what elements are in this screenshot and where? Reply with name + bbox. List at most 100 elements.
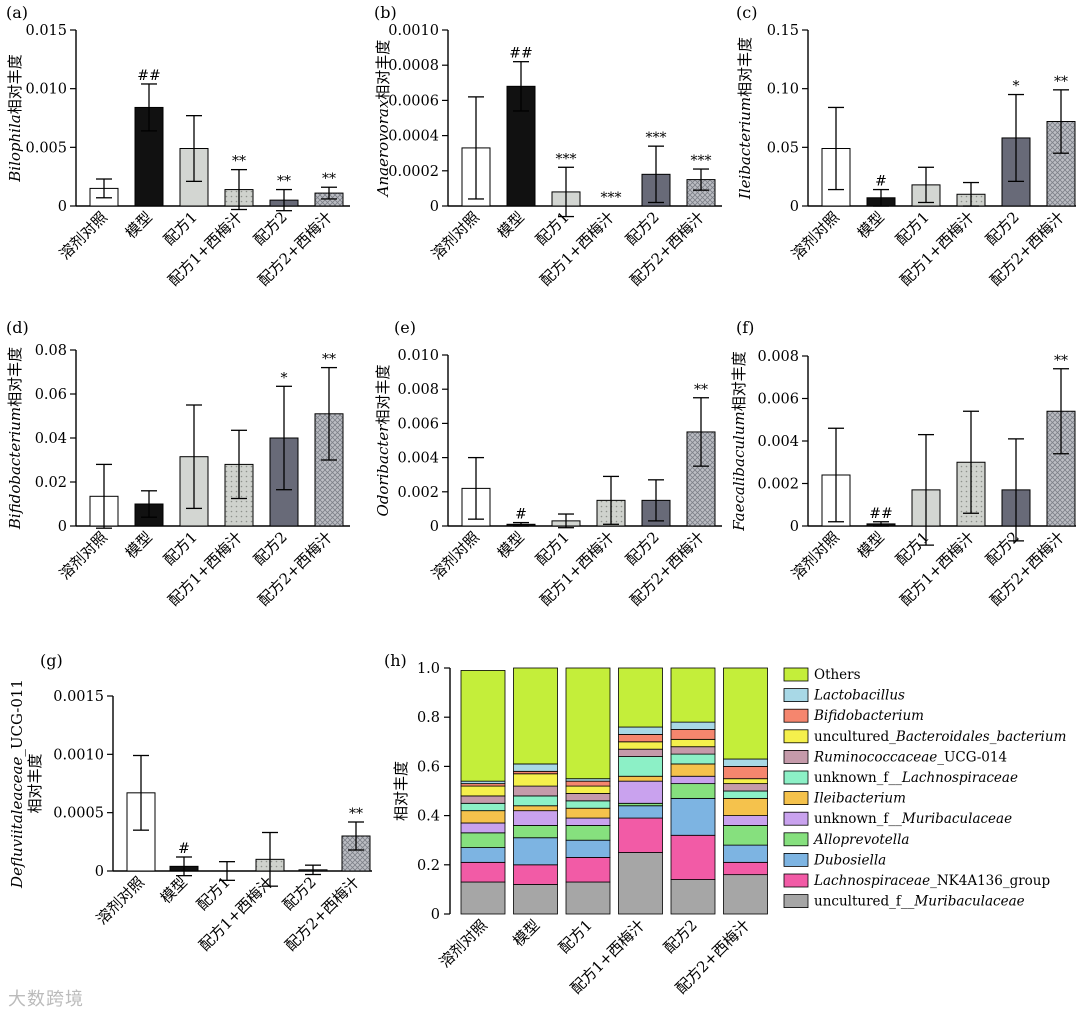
stack-segment-Ruminococcaceae_UCG-014: [618, 748, 663, 757]
y-tick-label: 0.04: [35, 431, 67, 447]
stack-segment-unknown_f__Lachnospiraceae: [513, 795, 558, 807]
stack-segment-Ileibacterium: [460, 810, 506, 824]
stack-segment-Ruminococcaceae_UCG-014: [460, 795, 506, 804]
y-axis-title-rest: 相对丰度: [730, 351, 748, 411]
stack-segment-Lachnospiraceae_NK4A136_group: [513, 864, 558, 885]
x-tick-label: 溶剂对照: [56, 208, 111, 263]
legend-swatch: [783, 791, 809, 805]
y-tick-label: 0.0002: [388, 164, 439, 180]
legend-label-part: Dubosiella: [813, 852, 886, 868]
x-tick-label: 溶剂对照: [436, 916, 491, 971]
x-tick-label: 配方2: [279, 873, 320, 914]
chart-panel-5: (e) 0 0.002 0.004 0.006 0.008 0.010 Odoribacter…: [374, 318, 722, 610]
y-tick-label: 0.0008: [388, 58, 439, 74]
significance-mark: #: [515, 507, 527, 523]
stack-segment-Lachnospiraceae_NK4A136_group: [460, 861, 506, 883]
legend-label-part: Ruminococcaceae: [813, 749, 937, 765]
y-tick-label: 0.002: [757, 477, 799, 493]
panel-label: (h): [384, 651, 407, 670]
x-tick-label: 模型: [157, 873, 191, 907]
stack-segment-Alloprevotella: [565, 825, 611, 841]
y-tick-label: 0: [430, 199, 439, 215]
stack-segment-Ileibacterium: [513, 805, 558, 812]
x-tick-label: 溶剂对照: [788, 208, 843, 263]
x-tick-label: 模型: [854, 528, 888, 562]
y-tick-label: 0.010: [397, 348, 439, 364]
x-tick-label: 模型: [494, 208, 528, 242]
stack-segment-Dubosiella: [670, 797, 716, 836]
stack-segment-unknown_f__Muribaculaceae: [565, 817, 611, 826]
significance-mark: **: [322, 352, 336, 368]
legend-swatch: [783, 729, 809, 744]
significance-mark: ##: [509, 46, 532, 62]
panel-label: (f): [736, 318, 754, 337]
panel-label: (g): [40, 651, 63, 670]
x-tick-label: 配方1: [892, 208, 933, 249]
stack-segment-Ileibacterium: [565, 807, 611, 819]
legend-label-part: Lachnospiraceae: [901, 770, 1018, 786]
y-tick-label: 0.006: [397, 416, 439, 432]
y-tick-label: 0.008: [757, 349, 799, 365]
stack-segment-Alloprevotella: [460, 832, 506, 848]
panel-label: (d): [6, 318, 29, 337]
stack-segment-Bifidobacterium: [723, 766, 768, 780]
legend-swatch: [783, 708, 809, 723]
y-axis-title: Bifidobacterium相对丰度: [6, 347, 24, 530]
x-tick-label: 配方1: [555, 916, 596, 957]
significance-mark: **: [1054, 74, 1068, 90]
significance-mark: *: [1013, 79, 1020, 95]
significance-mark: ##: [137, 68, 160, 84]
stack-segment-unknown_f__Lachnospiraceae: [565, 800, 611, 809]
y-axis-title: 相对丰度: [392, 761, 410, 821]
legend-label-part: Muribaculaceae: [913, 894, 1024, 910]
y-tick-label: 0.006: [757, 392, 799, 408]
stack-segment-unknown_f__Muribaculaceae: [670, 775, 716, 785]
y-axis-title: Ileibacterium相对丰度: [736, 37, 754, 200]
legend-label: Ileibacterium: [813, 791, 906, 807]
legend-label: Lactobacillus: [813, 688, 905, 704]
y-tick-label: 0.6: [417, 759, 440, 775]
stack-segment-Dubosiella: [723, 844, 768, 863]
stack-segment-Lachnospiraceae_NK4A136_group: [723, 861, 768, 876]
legend-label-part: Bifidobacterium: [813, 708, 924, 724]
y-axis-title-italic: Faecalibaculum: [730, 411, 748, 531]
legend-label: unknown_f__Muribaculaceae: [814, 811, 1012, 827]
legend-label-part: uncultured_: [814, 729, 896, 745]
y-axis-title-rest: 相对丰度: [6, 347, 24, 407]
x-tick-label: 配方2: [622, 208, 663, 249]
y-tick-label: 0: [58, 199, 67, 215]
x-tick-label: 溶剂对照: [56, 528, 111, 583]
y-tick-label: 0.4: [417, 809, 440, 825]
legend-label: uncultured_f__Muribaculaceae: [814, 894, 1025, 910]
stack-segment-unknown_f__Muribaculaceae: [618, 780, 663, 804]
y-axis-title: Defluviitaleaceae_UCG-011: [8, 679, 26, 889]
legend-label-part: unknown_f__: [814, 770, 902, 786]
y-axis-title: Faecalibaculum相对丰度: [730, 351, 748, 531]
stack-segment-Dubosiella: [513, 837, 558, 866]
stack-segment-Ileibacterium: [723, 797, 768, 817]
legend-label: uncultured_Bacteroidales_bacterium: [814, 729, 1066, 745]
significance-mark: ##: [869, 506, 892, 522]
legend-label: Bifidobacterium: [813, 708, 924, 724]
panel-label: (a): [6, 3, 28, 22]
y-tick-label: 0.15: [767, 23, 799, 39]
stack-segment-uncultured_f__Muribaculaceae: [460, 881, 506, 915]
stack-segment-uncultured_Bacteroidales_bacterium: [618, 741, 663, 750]
stack-segment-Others: [723, 667, 768, 760]
stack-segment-Dubosiella: [460, 847, 506, 863]
y-tick-label: 0.2: [417, 858, 440, 874]
legend-label: Dubosiella: [813, 852, 886, 868]
stack-segment-unknown_f__Lachnospiraceae: [618, 756, 663, 777]
chart-panel-4: (d) 0 0.02 0.04 0.06 0.08 Bifidobacterium相对丰度溶…: [6, 318, 350, 610]
significance-mark: **: [232, 154, 246, 170]
y-tick-label: 0.8: [417, 710, 440, 726]
x-tick-label: 模型: [122, 528, 156, 562]
stack-segment-Ruminococcaceae_UCG-014: [723, 783, 768, 792]
y-axis-title: Bilophila相对丰度: [6, 54, 24, 182]
legend-swatch: [783, 667, 809, 682]
chart-panel-8: (h)00.20.40.60.81.0相对丰度溶剂对照 模型 配方1配方1+西梅汁配…: [384, 651, 1066, 998]
y-tick-label: 0.005: [25, 140, 67, 156]
stack-segment-Alloprevotella: [723, 825, 768, 846]
significance-mark: **: [1054, 353, 1068, 369]
